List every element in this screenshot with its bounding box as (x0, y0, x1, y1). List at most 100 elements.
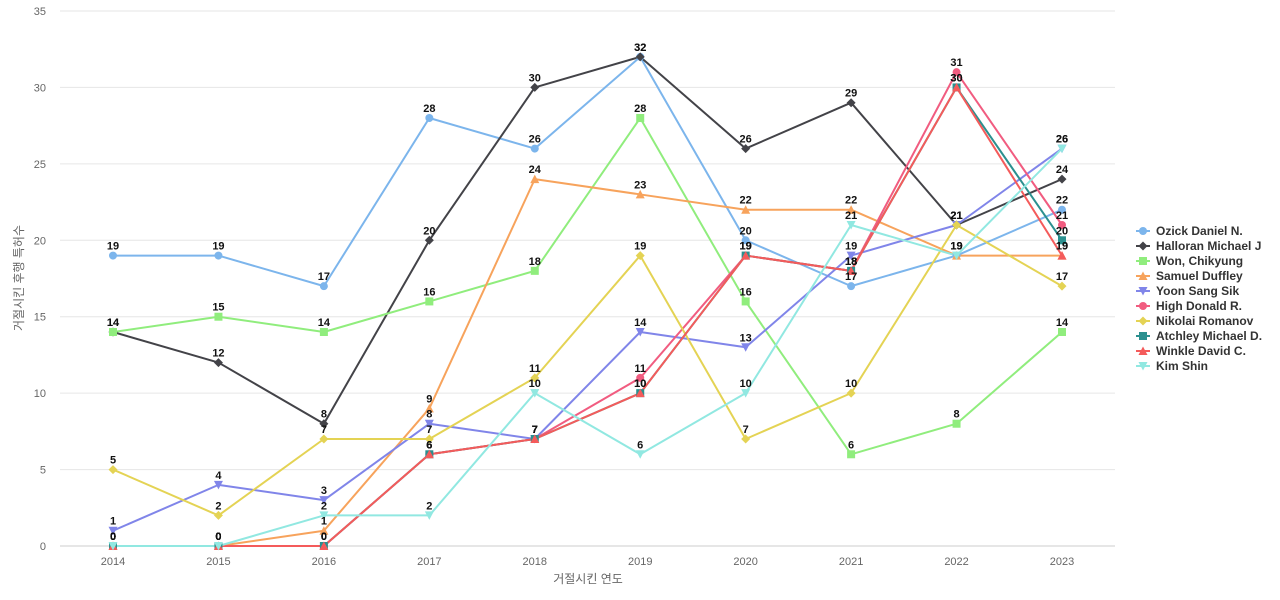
y-tick-label: 15 (34, 312, 46, 324)
data-point (846, 266, 856, 275)
data-label: 0 (110, 531, 116, 543)
data-label: 26 (740, 134, 752, 146)
data-label: 0 (110, 531, 116, 543)
data-point (741, 205, 751, 214)
data-label: 20 (423, 225, 435, 237)
data-label: 31 (950, 57, 962, 69)
data-label: 1 (321, 516, 327, 528)
data-point (424, 235, 434, 245)
data-label: 24 (529, 164, 542, 176)
legend-label: Nikolai Romanov (1156, 314, 1254, 328)
data-label: 6 (426, 439, 432, 451)
data-point (1058, 328, 1066, 336)
data-label: 14 (1056, 317, 1069, 329)
data-point (635, 450, 645, 459)
data-label: 24 (1056, 164, 1069, 176)
legend-item[interactable]: Won, Chikyung (1136, 254, 1243, 268)
x-tick-label: 2017 (417, 556, 441, 568)
legend-label: Won, Chikyung (1156, 254, 1243, 268)
data-point (1057, 281, 1067, 291)
legend-label: Yoon Sang Sik (1156, 284, 1239, 298)
data-label: 6 (426, 439, 432, 451)
data-label: 28 (634, 103, 646, 115)
legend-item[interactable]: Kim Shin (1136, 359, 1208, 373)
data-point (424, 434, 434, 444)
x-tick-label: 2018 (523, 556, 547, 568)
y-tick-label: 25 (34, 159, 46, 171)
data-label: 21 (1056, 210, 1068, 222)
y-axis-ticks: 0 5 10 15 20 25 30 35 (34, 6, 46, 553)
data-label: 7 (743, 424, 749, 436)
data-point (846, 251, 856, 261)
data-label: 10 (845, 378, 857, 390)
legend-item[interactable]: Atchley Michael D. (1136, 329, 1262, 343)
legend-item[interactable]: Nikolai Romanov (1136, 314, 1254, 328)
legend-marker (1139, 302, 1147, 310)
legend-item[interactable]: Yoon Sang Sik (1136, 284, 1239, 298)
series-line (112, 55, 1063, 425)
data-label: 8 (321, 409, 327, 421)
data-label: 0 (110, 531, 116, 543)
data-point (741, 434, 751, 444)
data-point (1057, 144, 1067, 154)
data-label: 19 (740, 241, 752, 253)
data-label: 10 (740, 378, 752, 390)
data-point (741, 343, 751, 352)
data-point (952, 251, 962, 261)
data-label: 7 (532, 424, 538, 436)
data-point (319, 511, 329, 520)
data-label: 14 (107, 317, 120, 329)
legend-item[interactable]: Halloran Michael J (1136, 239, 1261, 253)
data-label: 29 (845, 88, 857, 100)
data-point (319, 419, 329, 429)
data-label: 5 (110, 455, 116, 467)
legend-item[interactable]: Samuel Duffley (1136, 269, 1243, 283)
data-point (319, 526, 329, 535)
data-label: 8 (953, 409, 959, 421)
data-label: 19 (845, 241, 857, 253)
data-point (530, 389, 540, 398)
legend-marker (1138, 241, 1148, 251)
legend-item[interactable]: Ozick Daniel N. (1136, 224, 1243, 238)
series-line (113, 55, 1063, 288)
data-point (952, 68, 961, 77)
data-label: 7 (532, 424, 538, 436)
y-axis-title: 거절시킨 후행 특허수 (11, 225, 26, 331)
series-markers (108, 52, 1067, 551)
legend-item[interactable]: High Donald R. (1136, 299, 1242, 313)
data-point (952, 220, 962, 230)
data-point (213, 358, 223, 368)
data-point (1057, 174, 1067, 184)
data-label: 28 (423, 103, 435, 115)
data-label: 16 (423, 286, 435, 298)
data-point (530, 373, 540, 383)
legend-item[interactable]: Winkle David C. (1136, 344, 1246, 358)
x-axis-title: 거절시킨 연도 (553, 572, 623, 586)
data-point (425, 114, 434, 122)
y-tick-label: 5 (40, 465, 46, 477)
data-label: 0 (110, 531, 116, 543)
data-point (319, 496, 329, 505)
data-point (846, 205, 856, 214)
data-point (109, 328, 117, 336)
data-point (1058, 236, 1066, 245)
x-tick-label: 2015 (206, 556, 230, 568)
data-point (741, 236, 750, 245)
x-axis-ticks: 2014 2015 2016 2017 2018 2019 2020 2021 2022 2023 (101, 556, 1074, 568)
data-point (952, 419, 961, 428)
data-label: 0 (321, 531, 327, 543)
legend-label: High Donald R. (1156, 299, 1242, 313)
data-label: 0 (215, 531, 221, 543)
series-line (112, 224, 1063, 517)
series-lines (112, 55, 1063, 547)
data-label: 26 (1056, 134, 1068, 146)
data-label: 19 (950, 241, 962, 253)
data-label: 15 (212, 302, 224, 314)
data-point (319, 434, 329, 444)
data-label: 22 (1056, 195, 1068, 207)
data-label: 21 (950, 210, 962, 222)
series-line (112, 117, 1063, 456)
data-label: 3 (321, 485, 327, 497)
data-label: 19 (1056, 241, 1068, 253)
data-point (530, 174, 540, 184)
